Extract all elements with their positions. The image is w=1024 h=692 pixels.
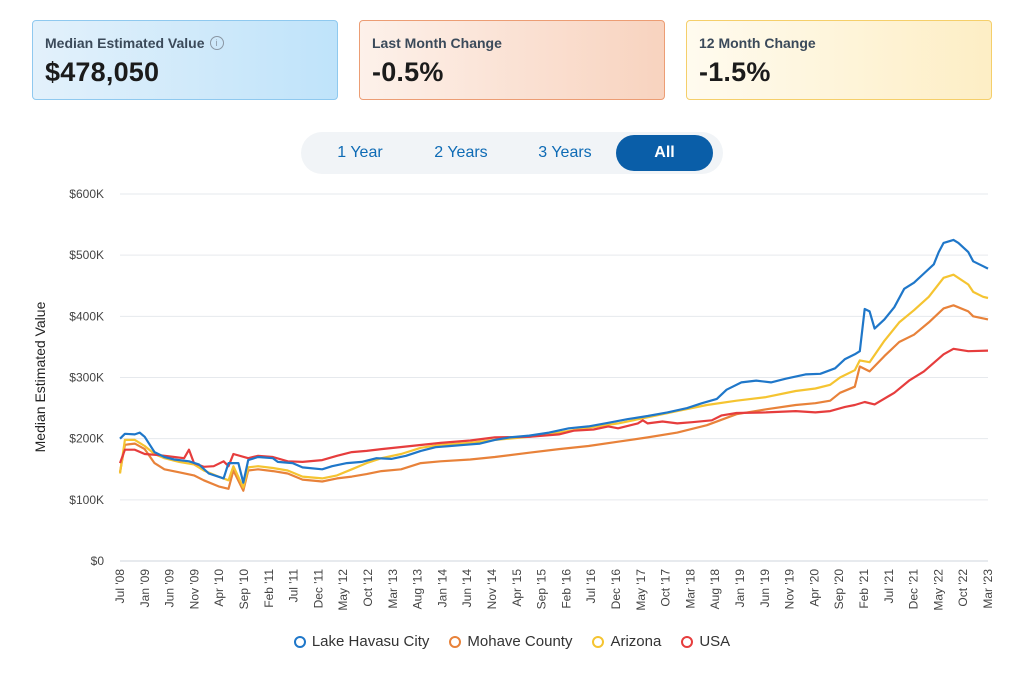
twelve-month-change-value: -1.5% bbox=[699, 57, 771, 87]
x-tick-label: Sep '15 bbox=[535, 569, 549, 610]
x-tick-label: Jun '09 bbox=[163, 569, 177, 608]
median-value: $478,050 bbox=[45, 57, 160, 87]
x-tick-label: Apr '20 bbox=[807, 569, 821, 607]
last-month-change-card: Last Month Change -0.5% bbox=[359, 20, 665, 100]
median-value-label-row: Median Estimated Value i bbox=[45, 35, 325, 51]
range-tab-1-year[interactable]: 1 Year bbox=[337, 144, 383, 161]
legend-label: USA bbox=[699, 633, 731, 650]
x-tick-label: Jul '16 bbox=[584, 569, 598, 604]
legend-label: Mohave County bbox=[467, 633, 573, 650]
x-tick-label: Feb '16 bbox=[559, 569, 573, 609]
x-tick-label: Aug '13 bbox=[411, 569, 425, 610]
x-tick-label: Jul '08 bbox=[113, 569, 127, 604]
x-tick-label: Feb '21 bbox=[857, 569, 871, 609]
series-line-usa[interactable] bbox=[118, 347, 989, 468]
y-tick-label: $500K bbox=[69, 248, 104, 262]
legend-item-arizona[interactable]: Arizona bbox=[592, 633, 661, 650]
y-tick-label: $600K bbox=[69, 187, 104, 201]
y-tick-label: $100K bbox=[69, 493, 104, 507]
x-tick-label: Jun '14 bbox=[460, 569, 474, 608]
x-tick-label: Nov '09 bbox=[187, 569, 201, 610]
x-tick-label: Dec '11 bbox=[311, 569, 325, 609]
x-tick-label: Jun '19 bbox=[758, 569, 772, 608]
series-lines bbox=[118, 238, 989, 492]
x-tick-label: May '12 bbox=[336, 569, 350, 611]
x-tick-label: Dec '21 bbox=[907, 569, 921, 610]
grid-lines bbox=[120, 193, 988, 562]
last-month-change-label: Last Month Change bbox=[372, 35, 502, 51]
legend-swatch-icon bbox=[293, 635, 306, 648]
x-tick-label: Mar '18 bbox=[683, 569, 697, 609]
x-tick-label: Oct '17 bbox=[659, 569, 673, 607]
x-tick-label: Sep '10 bbox=[237, 569, 251, 610]
legend-item-lake-havasu-city[interactable]: Lake Havasu City bbox=[293, 633, 430, 650]
x-tick-label: Jul '21 bbox=[882, 569, 896, 604]
legend-label: Arizona bbox=[610, 633, 662, 650]
x-tick-label: Jan '09 bbox=[138, 569, 152, 608]
x-tick-label: Mar '13 bbox=[386, 569, 400, 609]
x-tick-label: Nov '14 bbox=[485, 569, 499, 610]
last-month-change-value: -0.5% bbox=[372, 57, 444, 87]
y-tick-label: $400K bbox=[69, 309, 104, 323]
x-tick-label: Oct '22 bbox=[956, 569, 970, 607]
range-tab-all[interactable]: All bbox=[616, 135, 713, 171]
x-tick-label: Dec '16 bbox=[609, 569, 623, 610]
series-line-mohave-county[interactable] bbox=[118, 304, 989, 492]
y-tick-label: $300K bbox=[69, 371, 104, 385]
y-tick-label: $200K bbox=[69, 432, 104, 446]
range-selector: 1 Year 2 Years 3 Years All bbox=[301, 132, 723, 174]
x-tick-label: Apr '15 bbox=[510, 569, 524, 607]
twelve-month-change-label: 12 Month Change bbox=[699, 35, 816, 51]
x-tick-label: Feb '11 bbox=[262, 569, 276, 608]
x-tick-label: Oct '12 bbox=[361, 569, 375, 607]
x-tick-label: Jul '11 bbox=[287, 569, 301, 603]
legend-swatch-icon bbox=[681, 635, 694, 648]
twelve-month-change-card: 12 Month Change -1.5% bbox=[686, 20, 992, 100]
value-line-chart: $0 $100K $200K $300K $400K $500K $600K Jul '08… bbox=[32, 187, 995, 611]
median-value-label: Median Estimated Value bbox=[45, 35, 205, 51]
x-tick-label: Jan '14 bbox=[435, 569, 449, 608]
chart-legend: Lake Havasu City Mohave County Arizona U… bbox=[0, 633, 1024, 650]
range-tab-3-years[interactable]: 3 Years bbox=[538, 144, 592, 161]
series-line-arizona[interactable] bbox=[118, 273, 989, 489]
series-line-lake-havasu-city[interactable] bbox=[119, 238, 989, 484]
y-axis-label: Median Estimated Value bbox=[32, 301, 48, 452]
x-tick-label: Nov '19 bbox=[783, 569, 797, 610]
x-tick-label: Apr '10 bbox=[212, 569, 226, 607]
x-tick-label: May '17 bbox=[634, 569, 648, 611]
legend-item-usa[interactable]: USA bbox=[681, 633, 730, 650]
range-tab-2-years[interactable]: 2 Years bbox=[434, 144, 488, 161]
x-tick-label: Jan '19 bbox=[733, 569, 747, 608]
x-tick-label: Mar '23 bbox=[981, 569, 995, 609]
y-axis-ticks: $0 $100K $200K $300K $400K $500K $600K bbox=[69, 187, 104, 568]
median-value-card: Median Estimated Value i $478,050 bbox=[32, 20, 338, 100]
info-icon[interactable]: i bbox=[209, 36, 224, 50]
x-axis-ticks: Jul '08 Jan '09 Jun '09 Nov '09 Apr '10 Sep '… bbox=[113, 569, 995, 611]
y-tick-label: $0 bbox=[91, 554, 105, 568]
legend-swatch-icon bbox=[449, 635, 462, 648]
x-tick-label: May '22 bbox=[931, 569, 945, 611]
x-tick-label: Sep '20 bbox=[832, 569, 846, 610]
legend-swatch-icon bbox=[592, 635, 605, 648]
legend-item-mohave-county[interactable]: Mohave County bbox=[449, 633, 572, 650]
x-tick-label: Aug '18 bbox=[708, 569, 722, 610]
legend-label: Lake Havasu City bbox=[311, 633, 430, 650]
